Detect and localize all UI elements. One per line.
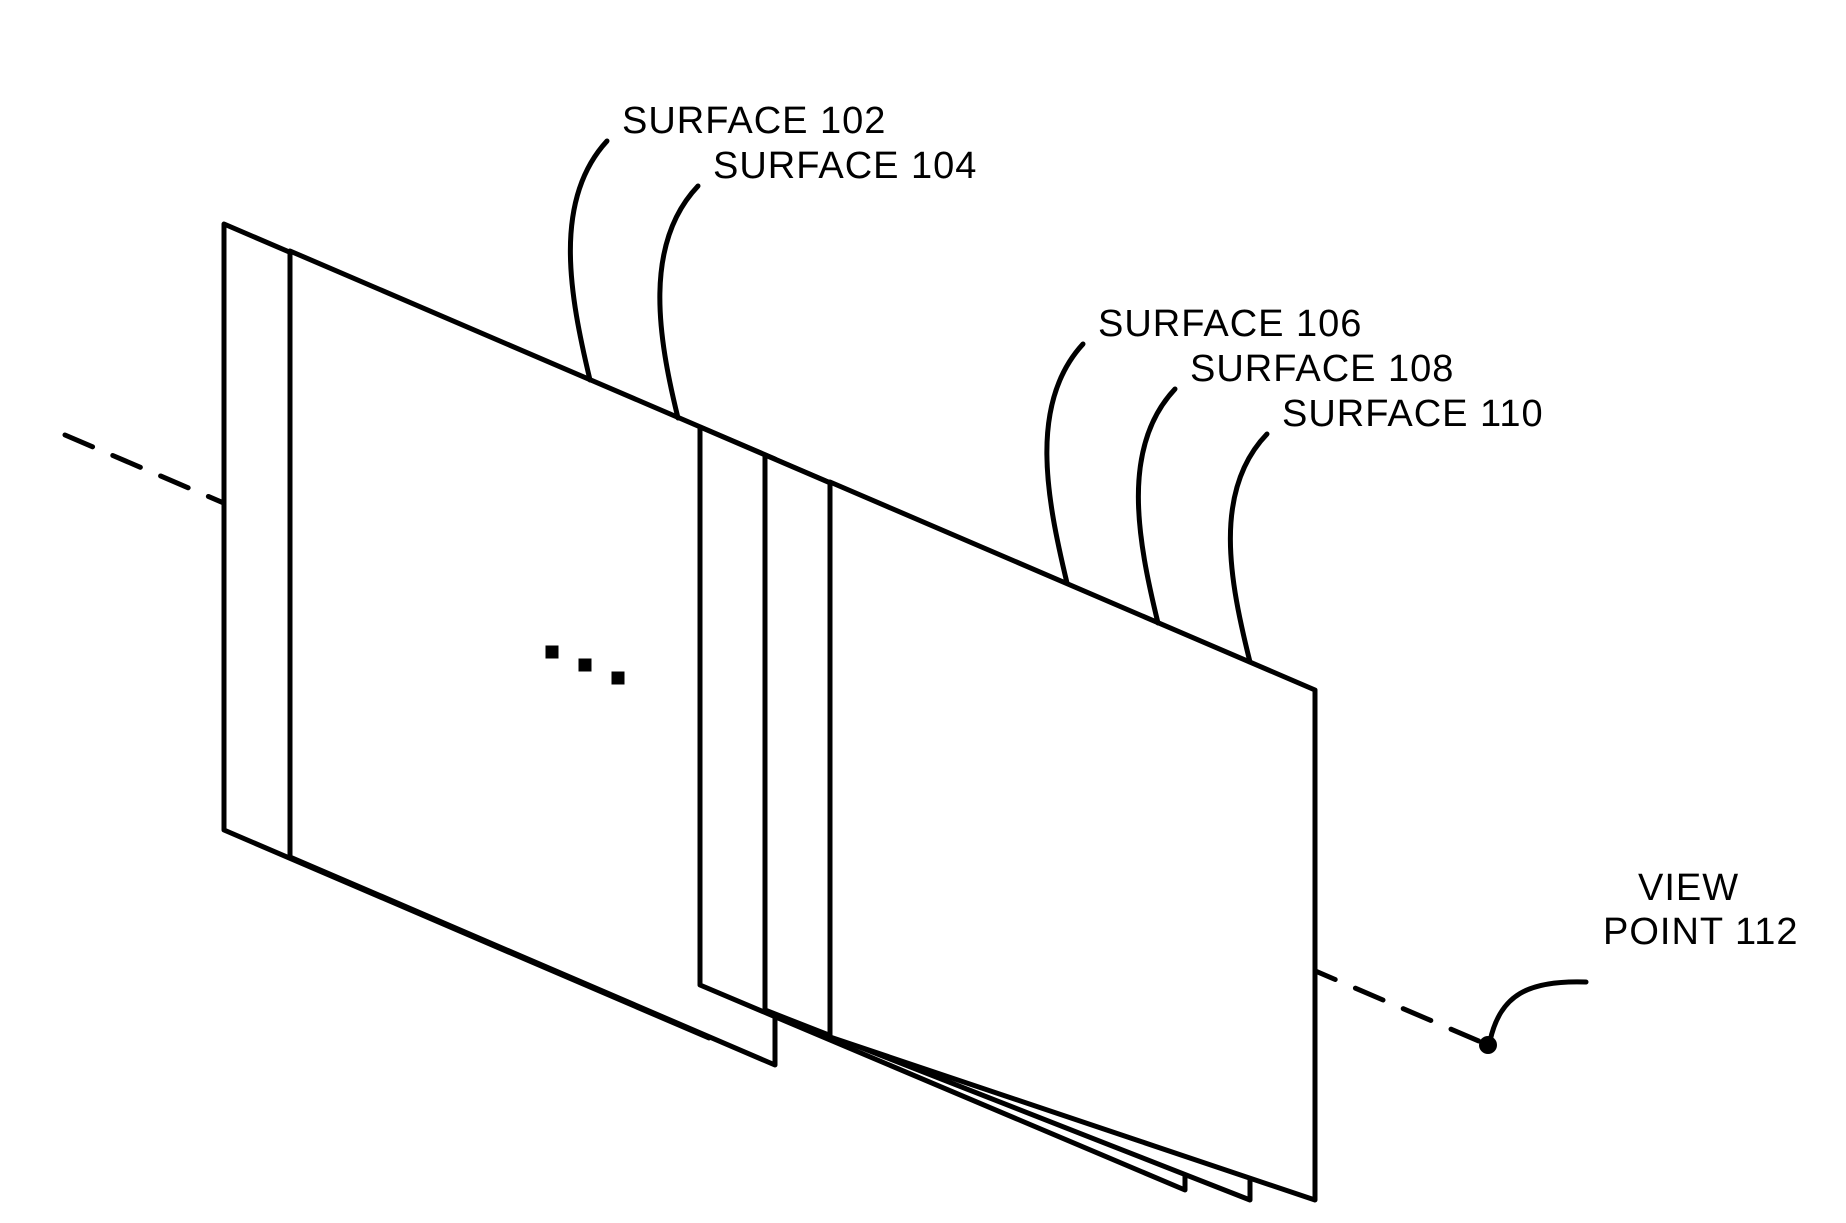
ellipsis-dot-1 <box>546 646 559 659</box>
view-point-label-line1: VIEW <box>1638 867 1739 909</box>
surface-102-label: SURFACE 102 <box>622 100 886 142</box>
ellipsis-dot-2 <box>579 659 592 672</box>
surface-110-label: SURFACE 110 <box>1282 393 1544 435</box>
view-point-label-line2: POINT 112 <box>1603 911 1799 953</box>
surface-108-label: SURFACE 108 <box>1190 348 1454 390</box>
ellipsis-dot-3 <box>612 672 625 685</box>
surface-104-label: SURFACE 104 <box>713 145 977 187</box>
surface-106-label: SURFACE 106 <box>1098 303 1362 345</box>
diagram-canvas: SURFACE 102SURFACE 104SURFACE 106SURFACE… <box>0 0 1846 1223</box>
